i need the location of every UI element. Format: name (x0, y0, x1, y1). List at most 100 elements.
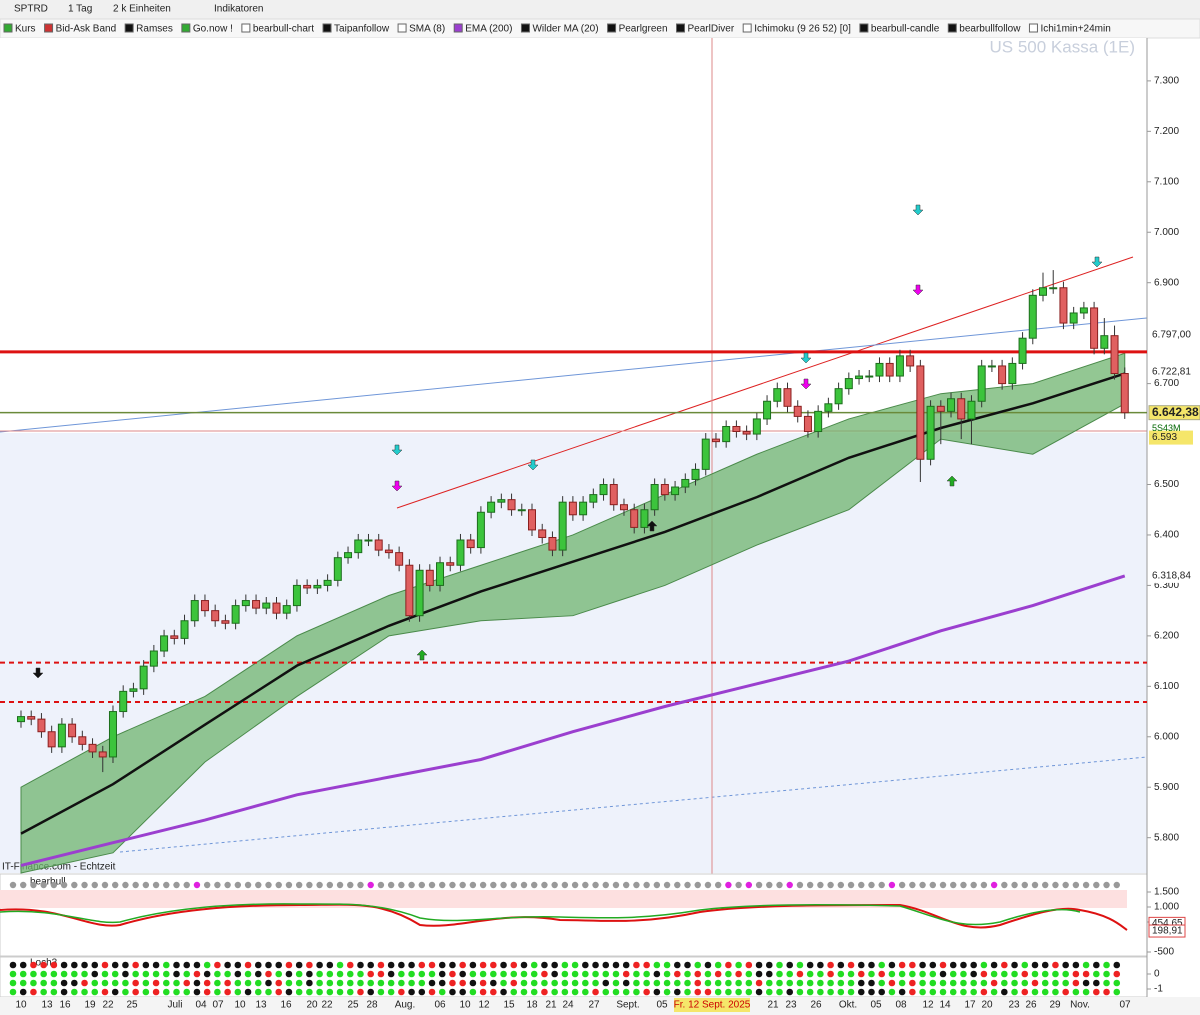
signal-dot (40, 970, 47, 978)
candle-body (957, 398, 966, 420)
signal-arrow (1091, 256, 1103, 268)
candle-body (660, 484, 669, 496)
signal-dot (878, 979, 885, 987)
candle-body (967, 400, 976, 420)
signal-dot (1041, 961, 1049, 969)
signal-dot (81, 988, 88, 996)
signal-dot (1041, 979, 1049, 987)
signal-dot (265, 961, 272, 969)
signal-dot (725, 961, 732, 969)
signal-dot (1113, 979, 1121, 987)
signal-dot (571, 988, 579, 996)
legend-item[interactable]: bearbullfollow (959, 24, 1021, 35)
signal-dot (663, 988, 671, 996)
legend-item[interactable]: Ichi1min+24min (1040, 24, 1110, 35)
signal-dot (387, 970, 395, 978)
legend-item[interactable]: Wilder MA (20) (532, 24, 598, 35)
signal-arrow (800, 378, 812, 390)
candle-body (466, 539, 475, 549)
signal-dot (929, 979, 937, 987)
signal-dot (367, 988, 375, 996)
candle-body (364, 539, 373, 542)
legend-item[interactable]: SMA (8) (409, 24, 445, 35)
signal-dot (674, 979, 681, 987)
signal-dot (633, 988, 640, 996)
legend-item[interactable]: Ichimoku (9 26 52) [0] (754, 24, 851, 35)
signal-dot (643, 961, 650, 969)
signal-dot (193, 961, 201, 969)
candle-body (650, 484, 659, 511)
signal-dot (295, 961, 303, 969)
indicators[interactable]: Indikatoren (214, 4, 263, 15)
signal-dot (960, 881, 967, 889)
signal-dot (142, 961, 150, 969)
legend-item[interactable]: PearlDiver (688, 24, 735, 35)
legend-item[interactable]: Pearlgreen (619, 24, 668, 35)
legend-item[interactable]: bearbull-candle (871, 24, 940, 35)
signal-dot (868, 961, 875, 969)
signal-dot (50, 970, 58, 978)
signal-dot (990, 988, 998, 996)
signal-dot (275, 979, 283, 987)
legend-swatch (859, 23, 869, 33)
signal-dot (582, 881, 589, 889)
legend-swatch (947, 23, 957, 33)
signal-dot (50, 881, 58, 889)
signal-dot (1031, 979, 1039, 987)
candle-body (711, 438, 720, 443)
signal-dot (837, 979, 845, 987)
signal-dot (847, 979, 855, 987)
price-label-box (1148, 405, 1200, 421)
legend-item[interactable]: Taipanfollow (334, 24, 390, 35)
x-tick-label: 16 (59, 1000, 71, 1011)
candle-body (640, 509, 649, 528)
signal-dot (438, 970, 446, 978)
signal-dot (612, 970, 620, 978)
signal-dot (1113, 881, 1120, 889)
units[interactable]: 2 k Einheiten (113, 4, 171, 15)
signal-dot (152, 988, 160, 996)
x-tick-label: 23 (785, 1000, 797, 1011)
signal-dot (40, 988, 47, 996)
signal-dot (1103, 961, 1110, 969)
legend-item[interactable]: Kurs (15, 24, 36, 35)
period[interactable]: 1 Tag (68, 4, 92, 15)
signal-dot (60, 881, 68, 889)
legend-item[interactable]: Go.now ! (193, 24, 233, 35)
signal-dot (295, 970, 303, 978)
legend-item[interactable]: Ramses (136, 24, 173, 35)
legend-swatch (181, 23, 191, 33)
signal-dot (684, 970, 691, 978)
signal-dot (316, 970, 323, 978)
x-tick-label: 04 (195, 1000, 207, 1011)
signal-dot (398, 961, 405, 969)
candle-body (630, 509, 639, 528)
symbol[interactable]: SPTRD (14, 4, 48, 15)
signal-dot (152, 881, 160, 889)
legend-item[interactable]: Bid-Ask Band (56, 24, 117, 35)
chart-title: US 500 Kassa (1E) (989, 37, 1135, 56)
x-tick-label: Aug. (395, 1000, 416, 1011)
p2-tick-label: 1.000 (1154, 902, 1179, 913)
signal-dot (909, 881, 916, 889)
signal-dot (653, 970, 661, 978)
candle-body (773, 388, 782, 402)
y-tick-label: 6.100 (1154, 681, 1179, 692)
signal-dot (367, 970, 375, 978)
signal-dot (582, 979, 589, 987)
signal-dot (336, 961, 344, 969)
candle-body (906, 355, 915, 367)
candle-body (926, 405, 935, 460)
candle-body (27, 716, 36, 720)
candle-body (272, 602, 281, 614)
signal-dot (1093, 970, 1100, 978)
signal-dot (275, 961, 283, 969)
signal-dot (622, 970, 630, 978)
signal-dot (541, 970, 548, 978)
signal-dot (357, 970, 364, 978)
legend-item[interactable]: bearbull-chart (253, 24, 314, 35)
signal-dot (173, 970, 180, 978)
signal-dot (827, 988, 834, 996)
signal-dot (1062, 970, 1069, 978)
legend-item[interactable]: EMA (200) (465, 24, 512, 35)
